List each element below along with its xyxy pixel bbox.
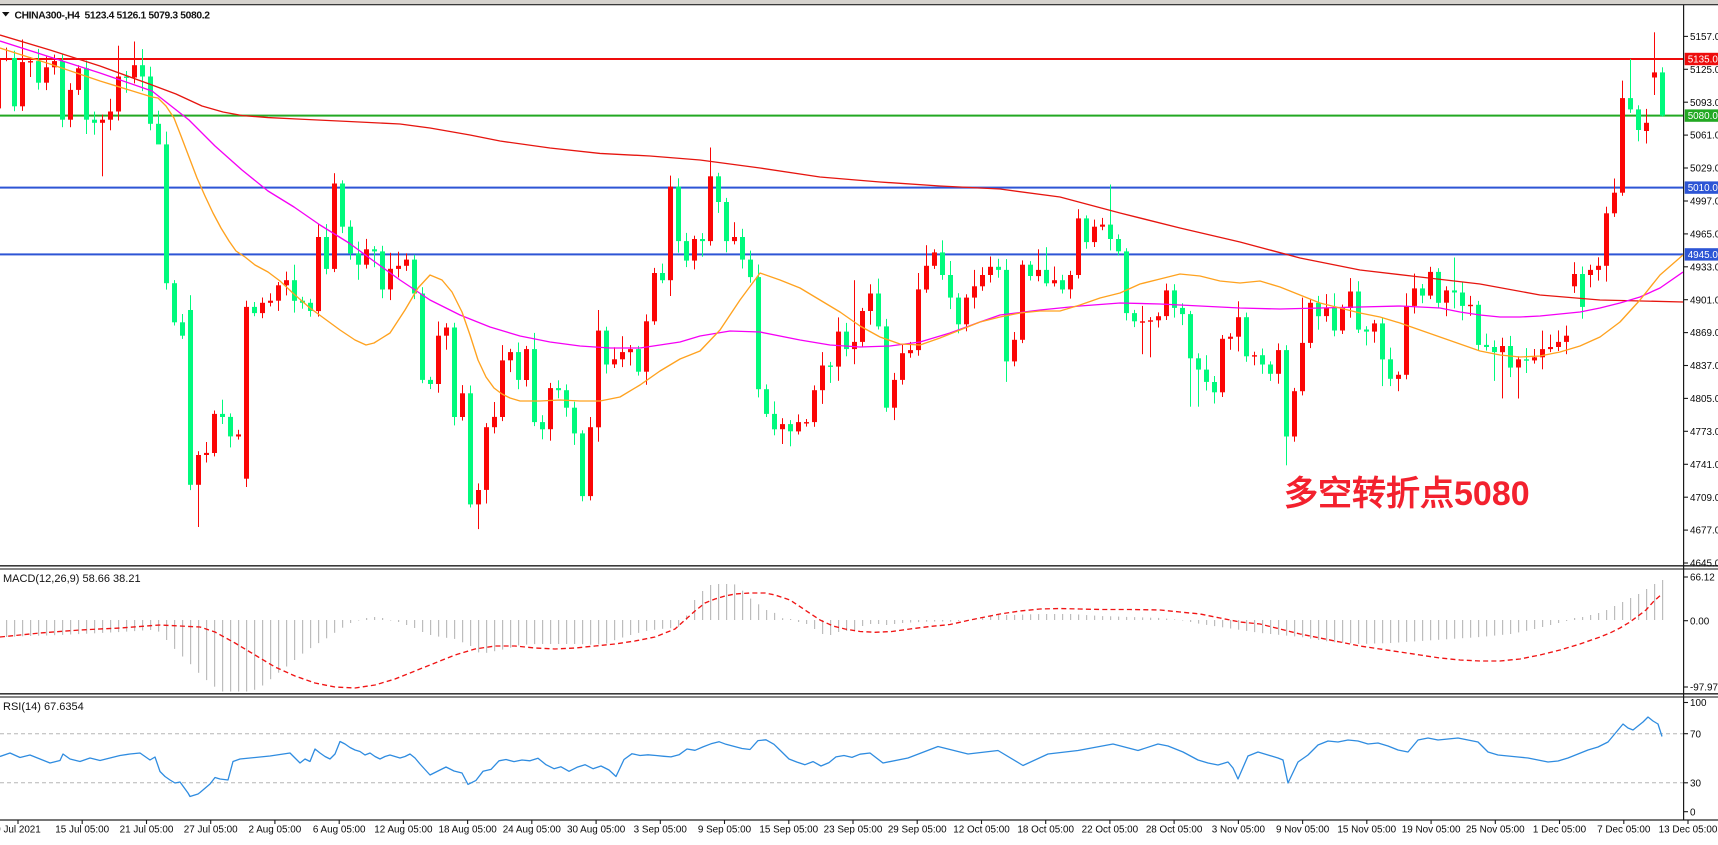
svg-text:19 Nov 05:00: 19 Nov 05:00 [1402, 824, 1461, 835]
svg-text:3 Nov 05:00: 3 Nov 05:00 [1212, 824, 1266, 835]
svg-text:18 Oct 05:00: 18 Oct 05:00 [1017, 824, 1074, 835]
svg-text:28 Oct 05:00: 28 Oct 05:00 [1146, 824, 1203, 835]
svg-text:4805.0: 4805.0 [1690, 394, 1718, 405]
svg-text:4645.0: 4645.0 [1690, 559, 1718, 570]
svg-text:15 Jul 05:00: 15 Jul 05:00 [55, 824, 109, 835]
svg-text:23 Sep 05:00: 23 Sep 05:00 [824, 824, 883, 835]
svg-text:5157.0: 5157.0 [1690, 32, 1718, 43]
svg-text:4677.0: 4677.0 [1690, 526, 1718, 537]
svg-text:9 Nov 05:00: 9 Nov 05:00 [1276, 824, 1330, 835]
svg-text:0.00: 0.00 [1690, 616, 1710, 627]
svg-text:多空转折点5080: 多空转折点5080 [1284, 475, 1530, 513]
svg-text:18 Aug 05:00: 18 Aug 05:00 [438, 824, 497, 835]
svg-text:4709.0: 4709.0 [1690, 493, 1718, 504]
svg-text:4773.0: 4773.0 [1690, 427, 1718, 438]
svg-text:4965.0: 4965.0 [1690, 230, 1718, 241]
svg-text:5125.0: 5125.0 [1690, 65, 1718, 76]
svg-text:9 Jul 2021: 9 Jul 2021 [0, 824, 41, 835]
svg-text:4901.0: 4901.0 [1690, 295, 1718, 306]
svg-text:12 Oct 05:00: 12 Oct 05:00 [953, 824, 1010, 835]
svg-text:4933.0: 4933.0 [1690, 262, 1718, 273]
svg-text:29 Sep 05:00: 29 Sep 05:00 [888, 824, 947, 835]
svg-text:5010.0: 5010.0 [1688, 183, 1718, 194]
svg-text:30 Aug 05:00: 30 Aug 05:00 [567, 824, 626, 835]
svg-text:6 Aug 05:00: 6 Aug 05:00 [313, 824, 366, 835]
svg-text:5061.0: 5061.0 [1690, 131, 1718, 142]
svg-text:4869.0: 4869.0 [1690, 328, 1718, 339]
svg-text:1 Dec 05:00: 1 Dec 05:00 [1533, 824, 1587, 835]
svg-text:15 Nov 05:00: 15 Nov 05:00 [1337, 824, 1396, 835]
svg-text:-97.97: -97.97 [1690, 683, 1718, 694]
svg-text:70: 70 [1690, 729, 1701, 740]
svg-text:27 Jul 05:00: 27 Jul 05:00 [184, 824, 238, 835]
svg-text:5135.0: 5135.0 [1688, 55, 1718, 66]
svg-text:13 Dec 05:00: 13 Dec 05:00 [1659, 824, 1718, 835]
svg-text:66.12: 66.12 [1690, 573, 1715, 584]
svg-text:5093.0: 5093.0 [1690, 98, 1718, 109]
svg-text:24 Aug 05:00: 24 Aug 05:00 [503, 824, 562, 835]
svg-text:5029.0: 5029.0 [1690, 164, 1718, 175]
svg-text:30: 30 [1690, 778, 1701, 789]
svg-text:9 Sep 05:00: 9 Sep 05:00 [698, 824, 752, 835]
svg-text:4997.0: 4997.0 [1690, 197, 1718, 208]
svg-text:CHINA300-,H4 5123.4 5126.1 50: CHINA300-,H4 5123.4 5126.1 5079.3 5080.2 [15, 11, 211, 22]
svg-text:3 Sep 05:00: 3 Sep 05:00 [634, 824, 688, 835]
svg-text:21 Jul 05:00: 21 Jul 05:00 [120, 824, 174, 835]
svg-text:100: 100 [1690, 698, 1707, 709]
svg-text:7 Dec 05:00: 7 Dec 05:00 [1597, 824, 1651, 835]
svg-text:5080.0: 5080.0 [1688, 111, 1718, 122]
svg-text:RSI(14) 67.6354: RSI(14) 67.6354 [3, 701, 84, 713]
svg-text:12 Aug 05:00: 12 Aug 05:00 [374, 824, 433, 835]
svg-text:4741.0: 4741.0 [1690, 460, 1718, 471]
svg-text:22 Oct 05:00: 22 Oct 05:00 [1082, 824, 1139, 835]
svg-text:4837.0: 4837.0 [1690, 361, 1718, 372]
svg-text:25 Nov 05:00: 25 Nov 05:00 [1466, 824, 1525, 835]
svg-text:0: 0 [1690, 807, 1696, 818]
svg-text:2 Aug 05:00: 2 Aug 05:00 [249, 824, 302, 835]
svg-text:4945.0: 4945.0 [1688, 250, 1718, 261]
svg-text:MACD(12,26,9) 58.66 38.21: MACD(12,26,9) 58.66 38.21 [3, 573, 141, 585]
svg-text:15 Sep 05:00: 15 Sep 05:00 [759, 824, 818, 835]
